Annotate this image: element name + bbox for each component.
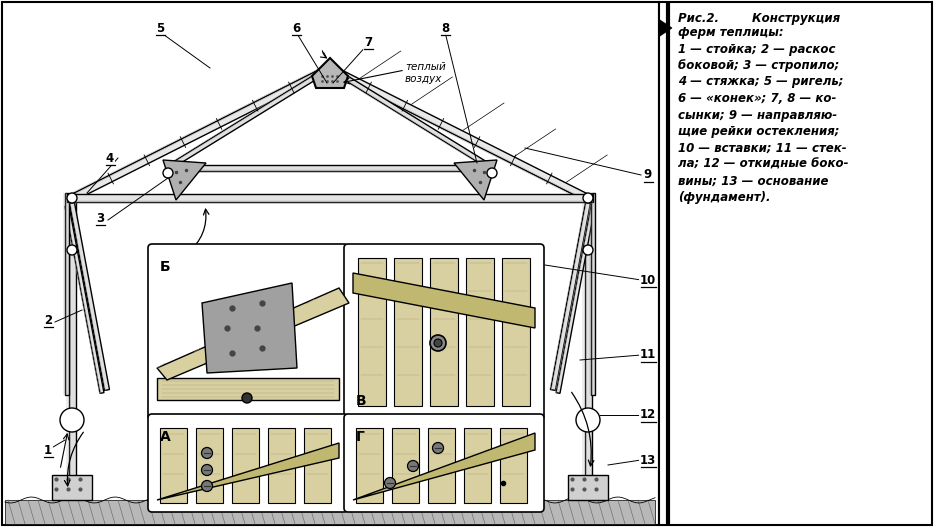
Bar [392,428,419,503]
Circle shape [583,193,593,203]
Bar [268,428,295,503]
Bar [428,428,455,503]
Circle shape [202,464,213,475]
Polygon shape [68,198,76,478]
Polygon shape [157,288,349,380]
Bar [568,475,608,500]
Circle shape [487,168,497,178]
Text: А: А [160,430,171,444]
FancyBboxPatch shape [344,414,544,512]
Bar [232,428,259,503]
Polygon shape [157,378,339,400]
Circle shape [434,339,442,347]
Polygon shape [353,433,535,500]
Polygon shape [353,273,535,328]
Circle shape [60,408,84,432]
Text: 10: 10 [640,274,656,287]
Text: В: В [356,394,367,408]
Polygon shape [585,198,591,478]
Bar [394,258,422,406]
Text: 11: 11 [640,348,656,362]
Bar [5,500,655,524]
Text: 8: 8 [441,22,449,34]
Text: Рис.2.        Конструкция: Рис.2. Конструкция [678,12,840,25]
Polygon shape [67,194,593,202]
Polygon shape [70,65,332,201]
Polygon shape [660,20,672,36]
Bar [2,2,659,525]
Text: 6: 6 [291,22,300,34]
Text: 2: 2 [44,314,52,327]
Polygon shape [168,165,492,171]
Text: Б: Б [160,260,171,274]
Bar [466,258,494,406]
Text: теплый
воздух: теплый воздух [405,62,446,84]
Circle shape [430,335,446,351]
Bar [502,258,530,406]
Circle shape [407,461,418,472]
Circle shape [67,245,77,255]
Bar [500,428,527,503]
Circle shape [242,393,252,403]
Polygon shape [329,66,493,170]
Bar [358,258,386,406]
Polygon shape [454,160,497,200]
Text: 4: 4 [106,151,114,164]
Polygon shape [166,66,332,170]
Text: Г: Г [356,430,365,444]
Polygon shape [69,202,109,391]
Polygon shape [65,206,104,393]
Text: 3: 3 [96,211,104,225]
Text: 7: 7 [364,35,372,48]
Bar [304,428,331,503]
Circle shape [202,481,213,492]
Text: 1: 1 [44,444,52,456]
Circle shape [67,193,77,203]
Text: 5: 5 [156,22,164,34]
Polygon shape [65,193,69,395]
Bar [160,428,187,503]
Text: 9: 9 [644,169,652,181]
Circle shape [432,443,444,454]
Bar [52,475,92,500]
Bar [430,258,458,406]
FancyBboxPatch shape [344,244,544,420]
FancyBboxPatch shape [148,414,348,512]
Text: 13: 13 [640,454,656,466]
Polygon shape [591,193,595,395]
Polygon shape [556,206,595,393]
Circle shape [583,245,593,255]
Polygon shape [202,283,297,373]
FancyBboxPatch shape [148,244,348,420]
Polygon shape [163,160,206,200]
Bar [464,428,491,503]
Circle shape [385,477,395,489]
Polygon shape [329,65,589,201]
Text: ферм теплицы:
1 — стойка; 2 — раскос
боковой; 3 — стропило;
4 — стяжка; 5 — риге: ферм теплицы: 1 — стойка; 2 — раскос бок… [678,26,848,204]
Circle shape [576,408,600,432]
Bar [356,428,383,503]
Polygon shape [550,202,590,391]
Polygon shape [312,58,348,88]
Circle shape [202,447,213,458]
Bar [659,2,932,525]
Circle shape [163,168,173,178]
Text: 12: 12 [640,408,656,422]
Polygon shape [157,443,339,500]
Bar [196,428,223,503]
